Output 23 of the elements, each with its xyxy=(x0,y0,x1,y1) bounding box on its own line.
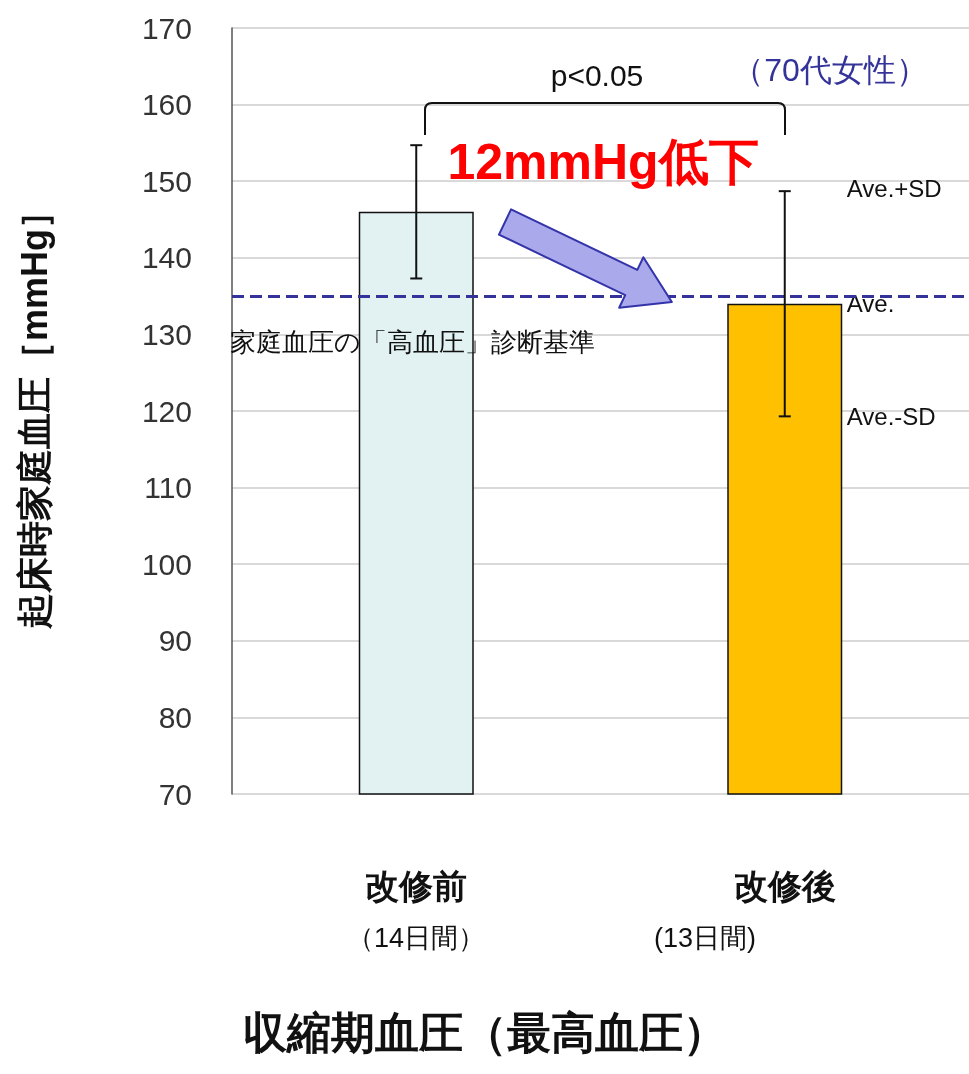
annotation: Ave. xyxy=(846,290,895,318)
y-tick-label: 170 xyxy=(141,11,192,45)
annotation: Ave.+SD xyxy=(846,175,942,203)
y-tick-label: 100 xyxy=(141,547,192,581)
x-axis-title: 収縮期血圧（最高血圧） xyxy=(242,1007,727,1057)
y-tick-label: 140 xyxy=(141,241,192,275)
x-tick-label: 改修前 xyxy=(365,867,468,905)
y-tick-label: 160 xyxy=(141,88,192,122)
y-tick-label: 150 xyxy=(141,164,192,198)
y-tick-label: 90 xyxy=(158,624,192,658)
annotation: Ave.-SD xyxy=(846,402,936,430)
y-tick-label: 110 xyxy=(144,471,192,505)
annotation: 12mmHg低下 xyxy=(447,134,759,190)
x-tick-label: 改修後 xyxy=(733,867,836,905)
y-axis-title: 起床時家庭血圧［mmHg］ xyxy=(13,192,55,631)
text: （14日間） xyxy=(346,923,486,953)
y-tick-label: 120 xyxy=(141,394,192,428)
text: (13日間) xyxy=(653,923,757,953)
y-tick-label: 80 xyxy=(158,700,192,734)
y-tick-label: 70 xyxy=(158,777,192,811)
y-tick-label: 130 xyxy=(141,317,192,351)
annotation: p<0.05 xyxy=(550,58,644,92)
annotation: （70代女性） xyxy=(732,52,928,88)
